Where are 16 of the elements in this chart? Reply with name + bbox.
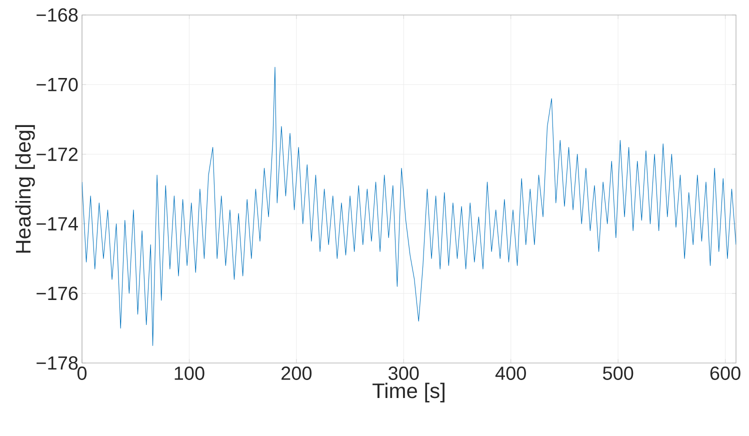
- x-axis-title: Time [s]: [372, 382, 444, 402]
- x-tick-label: 0: [77, 366, 87, 380]
- x-tick-label: 300: [388, 366, 419, 380]
- x-tick-label: 500: [602, 366, 634, 380]
- x-tick-label: 400: [495, 366, 526, 380]
- y-tick-label: −170: [36, 78, 78, 92]
- x-tick-label: 100: [174, 366, 204, 380]
- line-series: [82, 66, 736, 346]
- x-tick-label: 600: [710, 366, 740, 380]
- y-tick-label: −176: [36, 286, 78, 300]
- y-tick-label: −172: [36, 148, 78, 161]
- y-tick-label: −178: [36, 356, 78, 370]
- y-tick-label: −174: [36, 217, 78, 230]
- x-tick-label: 200: [282, 366, 312, 380]
- y-tick-label: −168: [36, 8, 78, 22]
- y-axis-title: Heading [deg]: [15, 125, 35, 253]
